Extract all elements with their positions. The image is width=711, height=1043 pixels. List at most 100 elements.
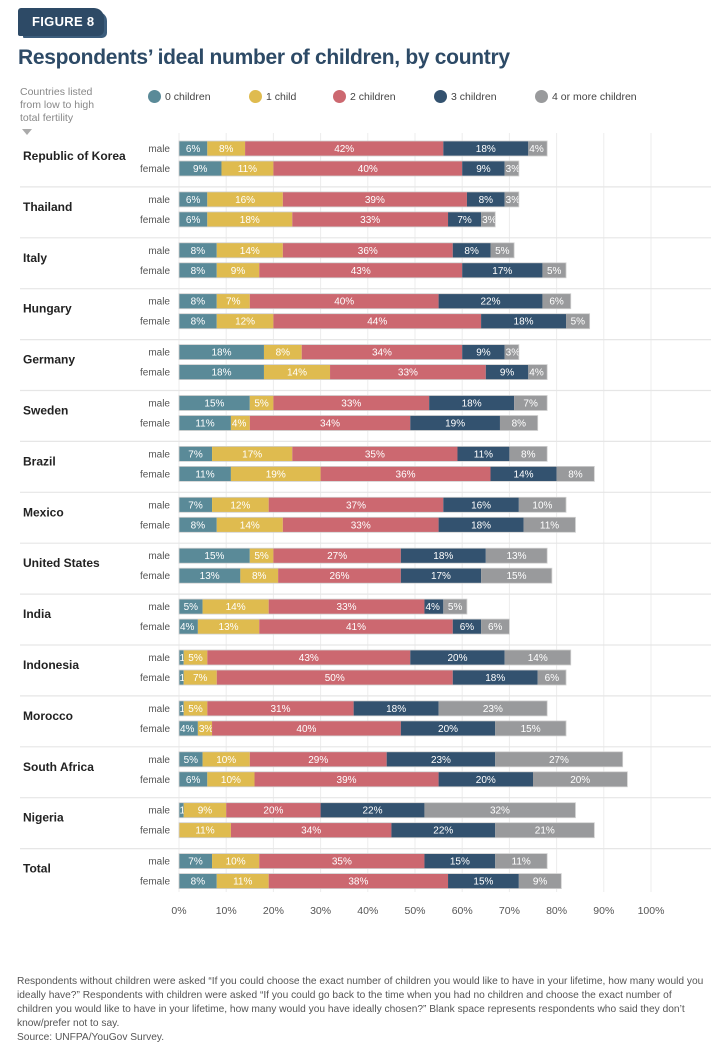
data-label: 11% (195, 419, 214, 430)
gender-label: female (140, 266, 170, 277)
country-label: Indonesia (23, 658, 79, 672)
x-tick-label: 10% (216, 905, 237, 917)
data-label: 34% (372, 348, 392, 359)
bar-segment (179, 670, 184, 685)
data-label: 6% (186, 775, 201, 786)
data-label: 16% (235, 195, 255, 206)
bar-outline (178, 242, 515, 259)
bar-segment (179, 446, 213, 462)
chart-title: Respondents’ ideal number of children, b… (18, 46, 510, 69)
bar-segment (490, 242, 515, 258)
data-label: 8% (191, 246, 206, 257)
bar-segment (183, 802, 227, 818)
bar-outline (178, 445, 548, 462)
bar-segment (400, 548, 486, 564)
bar-segment (448, 873, 519, 889)
bar-segment (386, 751, 496, 767)
bar-segment (179, 700, 184, 716)
gender-label: female (140, 571, 170, 582)
data-label: 8% (219, 144, 234, 155)
bar-segment (292, 446, 458, 462)
data-label: 5% (547, 266, 562, 277)
bar-segment (452, 670, 538, 685)
legend-item-2-children: 2 children (333, 90, 396, 103)
data-label: 21% (535, 826, 555, 837)
bar-segment (254, 771, 439, 787)
data-label: 8% (191, 877, 206, 888)
gender-label: female (140, 775, 170, 786)
bar-segment (183, 700, 208, 716)
bar-segment (179, 466, 231, 482)
x-tick-label: 90% (593, 905, 614, 917)
data-label: 7% (226, 297, 241, 308)
bar-segment (485, 364, 529, 380)
gender-label: female (140, 520, 170, 531)
bar-segment (249, 548, 274, 564)
bar-segment (443, 599, 467, 615)
bar-segment (216, 242, 283, 258)
bar-segment (207, 191, 283, 207)
country-label: South Africa (23, 760, 94, 774)
bar-segment (179, 191, 208, 207)
data-label: 19% (266, 469, 286, 480)
data-label: 9% (193, 164, 208, 175)
bar-segment (282, 242, 453, 258)
bar-outline (178, 496, 567, 513)
data-label: 34% (301, 826, 321, 837)
data-label: 5% (571, 317, 586, 328)
bar-outline (178, 669, 567, 686)
data-label: 5% (448, 602, 463, 613)
bar-outline (178, 771, 628, 788)
data-label: 4% (180, 724, 195, 735)
data-label: 20% (263, 806, 283, 817)
bar-segment (292, 211, 449, 227)
data-label: 15% (450, 857, 470, 868)
data-label: 38% (348, 877, 368, 888)
bar-segment (212, 720, 401, 736)
gender-label: male (148, 602, 170, 613)
bar-segment (481, 568, 552, 584)
data-label: 14% (528, 653, 548, 664)
bar-segment (263, 364, 331, 380)
figure-badge: FIGURE 8 (18, 8, 104, 36)
bar-segment (268, 497, 444, 513)
data-label: 8% (191, 520, 206, 531)
bar-segment (462, 161, 505, 176)
gender-label: male (148, 806, 170, 817)
data-label: 26% (329, 571, 349, 582)
data-label: 8% (521, 449, 536, 460)
bar-segment (259, 853, 425, 869)
bar-segment (509, 446, 548, 462)
bar-outline (178, 547, 548, 564)
data-label: 31% (270, 704, 290, 715)
country-label: Republic of Korea (23, 149, 126, 163)
bar-segment (197, 720, 213, 736)
data-label: 9% (231, 266, 246, 277)
bar-segment (216, 670, 453, 685)
data-label: 10% (221, 775, 241, 786)
bar-segment (273, 395, 430, 411)
country-label: Mexico (23, 505, 64, 519)
data-label: 10% (216, 755, 236, 766)
data-label: 3% (506, 195, 521, 206)
data-label: 17% (492, 266, 512, 277)
bar-segment (249, 395, 274, 411)
gender-label: male (148, 348, 170, 359)
data-label: 4% (529, 144, 544, 155)
bar-segment (230, 415, 250, 431)
bar-segment (528, 364, 548, 380)
data-label: 17% (242, 449, 262, 460)
data-label: 33% (351, 520, 371, 531)
legend-swatch-icon (535, 90, 548, 103)
bar-segment (179, 262, 217, 278)
gender-label: female (140, 877, 170, 888)
bar-segment (504, 344, 519, 360)
bar-segment (230, 822, 392, 838)
bar-segment (485, 548, 548, 564)
data-label: 40% (296, 724, 316, 735)
gender-label: male (148, 653, 170, 664)
data-label: 43% (299, 653, 319, 664)
bar-outline (178, 700, 548, 717)
bar-outline (178, 853, 548, 869)
bar-segment (179, 771, 208, 787)
